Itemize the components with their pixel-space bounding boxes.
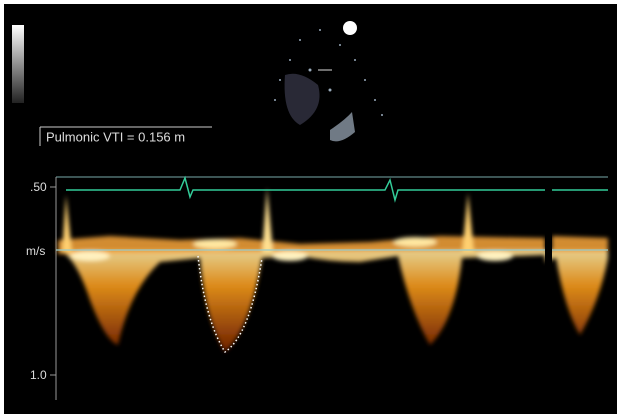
gray-scale-bar bbox=[12, 25, 24, 103]
scale-label: 1.0 bbox=[30, 368, 47, 382]
sweep-gap bbox=[545, 178, 552, 410]
echo-screen: Pulmonic VTI = 0.156 m .50 m/s 1.0 bbox=[0, 0, 622, 420]
scale-label: .50 bbox=[30, 180, 47, 194]
scale-label: m/s bbox=[26, 244, 45, 258]
measurement-label: Pulmonic VTI = 0.156 m bbox=[46, 129, 185, 144]
background bbox=[4, 4, 617, 414]
page: Pulmonic VTI = 0.156 m .50 m/s 1.0 bbox=[0, 0, 622, 420]
